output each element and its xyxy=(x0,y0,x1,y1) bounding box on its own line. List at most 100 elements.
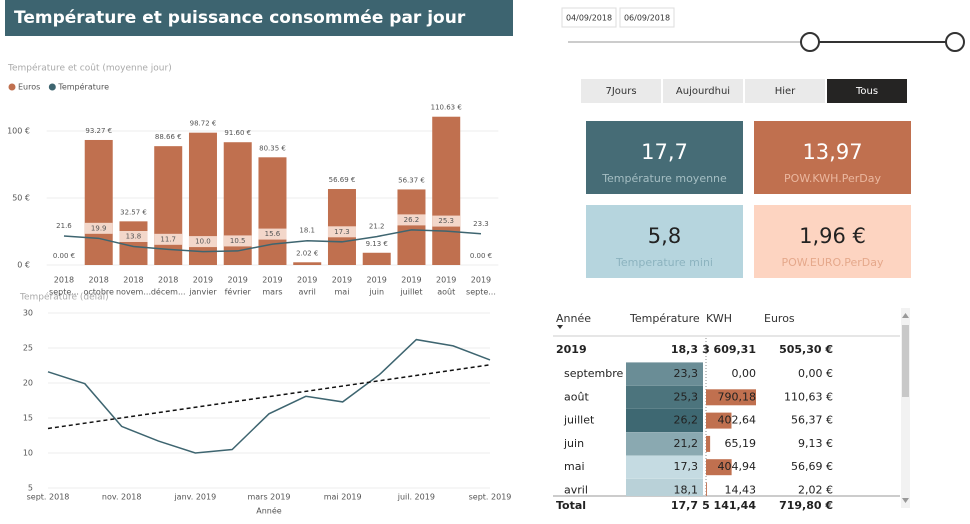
temperature-cell xyxy=(626,385,703,409)
x-tick-label: sept. 2018 xyxy=(27,493,70,502)
line-value-label: 11.7 xyxy=(160,235,176,243)
table-header: Euros xyxy=(764,312,795,325)
kpi-card xyxy=(586,121,743,194)
kpi-label: Température moyenne xyxy=(601,172,727,185)
kpi-label: Temperature mini xyxy=(615,256,713,269)
period-button-label: Hier xyxy=(775,86,796,97)
bar xyxy=(293,262,322,265)
label-background xyxy=(327,226,356,238)
bar xyxy=(432,116,461,265)
scrollbar[interactable] xyxy=(901,308,910,508)
kwh-databar xyxy=(706,389,756,406)
x-tick-label: octobre xyxy=(84,288,115,297)
legend-marker xyxy=(48,83,56,91)
total-label: Total xyxy=(556,499,586,512)
period-button[interactable] xyxy=(745,79,825,103)
x-tick-label: juillet xyxy=(399,288,422,297)
scroll-up[interactable] xyxy=(902,313,909,318)
period-button[interactable] xyxy=(827,79,907,103)
label-background xyxy=(258,228,287,240)
x-tick-year: 2018 xyxy=(158,276,178,285)
kpi-label: POW.EURO.PerDay xyxy=(781,256,883,269)
bar-value-label: 80.35 € xyxy=(259,144,286,152)
kpi-value: 5,8 xyxy=(648,224,681,248)
line-value-label: 10.0 xyxy=(195,238,211,246)
bar-value-label: 0.00 € xyxy=(470,252,492,260)
chart-title: Température et coût (moyenne jour) xyxy=(7,63,172,74)
cell: 17,3 xyxy=(674,460,699,473)
slider-handle[interactable] xyxy=(945,32,965,52)
x-tick-label: mars xyxy=(262,288,282,297)
row-label: 2019 xyxy=(556,343,587,356)
line-value-label: 21.6 xyxy=(56,222,72,230)
y-tick-label: 20 xyxy=(23,379,33,388)
bar-value-label: 91.60 € xyxy=(224,129,251,137)
line-value-label: 21.2 xyxy=(369,223,385,231)
line-value-label: 18.1 xyxy=(299,227,315,235)
line-value-label: 17.3 xyxy=(334,228,350,236)
line xyxy=(63,229,482,253)
x-tick-year: 2018 xyxy=(89,276,109,285)
legend-label: Euros xyxy=(18,83,40,92)
x-tick-year: 2019 xyxy=(471,276,491,285)
x-tick-label: mars 2019 xyxy=(247,493,290,502)
x-tick-year: 2019 xyxy=(193,276,213,285)
scrollbar-thumb[interactable] xyxy=(902,325,909,397)
x-tick-year: 2019 xyxy=(297,276,317,285)
bar-value-label: 32.57 € xyxy=(120,208,147,216)
cell: 21,2 xyxy=(674,437,699,450)
bar xyxy=(154,146,183,265)
total-cell: 17,7 xyxy=(671,499,698,512)
cell: 18,3 xyxy=(671,343,698,356)
bar-value-label: 110.63 € xyxy=(431,104,462,112)
header-title: Température et puissance consommée par j… xyxy=(14,8,466,28)
kwh-databar xyxy=(706,435,711,452)
line-value-label: 15.6 xyxy=(265,230,281,238)
row-label: avril xyxy=(564,484,588,497)
label-background xyxy=(223,235,252,247)
line-value-label: 26.2 xyxy=(404,216,420,224)
label-background xyxy=(84,222,113,234)
cell: 56,37 € xyxy=(791,414,833,427)
legend-label: Température xyxy=(57,82,109,92)
line-value-label: 23.3 xyxy=(473,220,489,228)
kwh-databar xyxy=(706,459,732,476)
cell: 18,1 xyxy=(674,484,699,497)
cell: 110,63 € xyxy=(784,390,833,403)
label-background xyxy=(154,233,183,245)
table-header: KWH xyxy=(706,312,732,325)
row-label: juin xyxy=(563,437,584,450)
cell: 23,3 xyxy=(674,367,699,380)
y-tick-label: 10 xyxy=(23,449,33,458)
kpi-card xyxy=(754,205,911,278)
date-input[interactable] xyxy=(561,7,617,28)
x-tick-year: 2018 xyxy=(54,276,74,285)
period-button[interactable] xyxy=(581,79,661,103)
label-background xyxy=(397,214,426,226)
bar-value-label: 98.72 € xyxy=(190,120,217,128)
cell: 505,30 € xyxy=(779,343,833,356)
x-tick-year: 2019 xyxy=(262,276,282,285)
line-value-label: 13.8 xyxy=(126,233,142,241)
scroll-down[interactable] xyxy=(902,498,909,503)
bar xyxy=(119,221,148,265)
label-background xyxy=(188,236,217,248)
line-value-label: 25.3 xyxy=(438,217,454,225)
bar-value-label: 2.02 € xyxy=(296,249,318,257)
y-tick-label: 50 € xyxy=(12,193,30,202)
slider-handle[interactable] xyxy=(800,32,820,52)
line xyxy=(47,338,491,454)
bar xyxy=(84,139,113,265)
kpi-value: 1,96 € xyxy=(799,224,866,248)
x-tick-label: juin xyxy=(368,288,384,297)
date-input[interactable] xyxy=(619,7,675,28)
temperature-cell xyxy=(626,455,703,479)
x-tick-label: mai xyxy=(335,288,350,297)
kpi-card xyxy=(586,205,743,278)
x-tick-label: janvier xyxy=(188,288,217,297)
period-button-label: Aujourdhui xyxy=(676,86,730,97)
period-button[interactable] xyxy=(663,79,743,103)
x-tick-label: août xyxy=(437,288,455,297)
row-label: septembre xyxy=(564,367,624,380)
bar-value-label: 0.00 € xyxy=(53,252,75,260)
